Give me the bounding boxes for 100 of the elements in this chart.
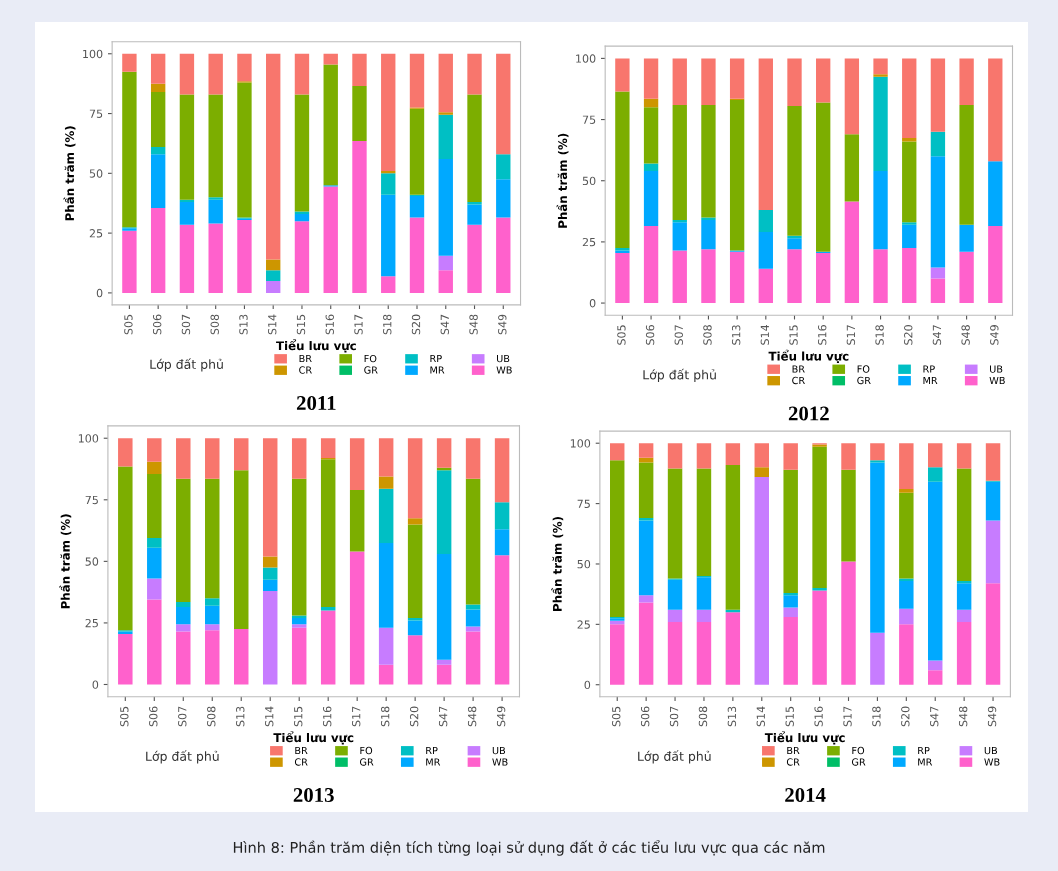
y-tick-label: 75	[85, 495, 98, 505]
y-axis-title: Phần trăm (%)	[59, 514, 72, 609]
x-tick-label: S08	[698, 706, 708, 727]
x-tick-label: S14	[265, 706, 274, 727]
x-tick-label: S16	[323, 706, 332, 727]
x-tick-label: S05	[617, 325, 626, 345]
y-tick-label: 0	[584, 680, 591, 690]
x-tick-label: S06	[152, 314, 162, 335]
x-axis-title: Tiểu lưu vực	[273, 731, 354, 745]
x-tick-label: S16	[818, 325, 827, 345]
x-tick-label: S07	[181, 314, 191, 335]
legend-label: FO	[360, 746, 373, 755]
x-tick-label: S07	[669, 706, 679, 727]
x-tick-label: S18	[380, 706, 390, 727]
legend-label: BR	[787, 746, 800, 755]
y-tick-label: 50	[85, 557, 99, 566]
legend-label: CR	[299, 366, 312, 374]
x-tick-label: S17	[846, 325, 856, 345]
x-tick-label: S48	[467, 706, 477, 727]
x-tick-label: S49	[496, 706, 506, 727]
x-tick-label: S15	[296, 314, 306, 335]
legend-title: Lớp đất phủ	[146, 750, 219, 764]
legend-label: UB	[990, 365, 1003, 373]
x-tick-label: S13	[731, 325, 741, 345]
x-tick-label: S15	[785, 706, 794, 727]
x-tick-label: S08	[703, 325, 712, 345]
x-tick-label: S08	[207, 706, 216, 727]
legend-label: WB	[496, 366, 512, 374]
x-tick-label: S48	[469, 314, 478, 335]
y-tick-label: 75	[582, 115, 596, 124]
x-tick-label: S17	[351, 706, 361, 727]
y-tick-label: 75	[577, 499, 590, 508]
x-tick-label: S47	[930, 706, 939, 727]
legend-label: BR	[299, 355, 312, 363]
x-tick-label: S17	[843, 706, 852, 727]
x-tick-label: S14	[268, 314, 277, 335]
x-tick-label: S47	[438, 706, 448, 727]
text: 2012	[788, 406, 829, 421]
x-tick-label: S15	[789, 325, 798, 345]
text: 2011	[296, 396, 336, 411]
x-tick-label: S07	[178, 706, 187, 727]
legend-label: WB	[989, 376, 1005, 384]
text: 2013	[293, 787, 334, 803]
y-tick-label: 25	[89, 229, 103, 238]
x-tick-label: S48	[961, 325, 970, 345]
x-tick-label: S47	[440, 314, 449, 335]
y-axis-title: Phần trăm (%)	[63, 126, 76, 221]
x-axis-title: Tiểu lưu vực	[764, 731, 845, 745]
text: Hình 8: Phần trăm diện tích từng loại sử dụng đất ở các tiểu lưu vực qua các năm	[233, 840, 825, 856]
x-tick-label: S18	[383, 314, 392, 335]
legend-label: UB	[497, 355, 510, 363]
x-tick-label: S18	[875, 325, 884, 345]
x-tick-label: S49	[498, 314, 507, 335]
x-tick-label: S06	[645, 325, 655, 345]
y-axis-title: Phần trăm (%)	[556, 133, 569, 228]
x-tick-label: S18	[872, 706, 881, 727]
legend-label: WB	[492, 758, 508, 766]
x-tick-label: S08	[210, 314, 219, 335]
legend-label: BR	[792, 365, 805, 373]
legend-label: RP	[918, 746, 930, 755]
y-tick-label: 50	[89, 169, 103, 178]
legend-title: Lớp đất phủ	[638, 750, 711, 764]
x-axis-title: Tiểu lưu vực	[276, 339, 356, 353]
x-tick-label: S15	[294, 706, 303, 727]
x-tick-label: S20	[411, 314, 421, 335]
y-tick-label: 25	[582, 237, 596, 247]
y-tick-label: 25	[85, 618, 98, 628]
y-tick-label: 0	[589, 299, 596, 308]
legend-label: RP	[426, 746, 438, 755]
legend-label: MR	[918, 758, 933, 766]
y-tick-label: 0	[92, 680, 99, 689]
y-axis-title: Phần trăm (%)	[551, 516, 564, 611]
x-tick-label: S47	[932, 325, 942, 345]
x-tick-label: S05	[124, 314, 133, 335]
legend-label: WB	[984, 758, 1000, 766]
legend-label: GR	[360, 758, 374, 766]
x-tick-label: S06	[640, 706, 650, 727]
y-tick-label: 50	[582, 176, 596, 186]
legend-label: FO	[852, 746, 865, 755]
y-tick-label: 100	[570, 439, 591, 448]
legend-label: GR	[851, 758, 866, 766]
y-tick-label: 100	[78, 434, 99, 443]
legend-title: Lớp đất phủ	[150, 358, 223, 372]
legend-label: MR	[923, 376, 938, 384]
legend-label: MR	[430, 366, 445, 374]
legend-label: RP	[430, 355, 442, 363]
x-axis-title: Tiểu lưu vực	[768, 349, 849, 363]
x-tick-label: S13	[239, 314, 248, 335]
x-tick-label: S16	[325, 314, 334, 335]
legend-label: MR	[426, 758, 441, 766]
text: 2014	[785, 787, 826, 803]
legend-label: GR	[857, 376, 871, 385]
x-tick-label: S49	[990, 325, 999, 345]
x-tick-label: S20	[409, 706, 419, 727]
x-tick-label: S13	[236, 706, 245, 727]
x-tick-label: S05	[120, 706, 129, 727]
x-tick-label: S48	[958, 706, 968, 727]
y-tick-label: 50	[577, 559, 591, 569]
legend-label: CR	[792, 376, 805, 385]
x-tick-label: S20	[904, 325, 913, 345]
